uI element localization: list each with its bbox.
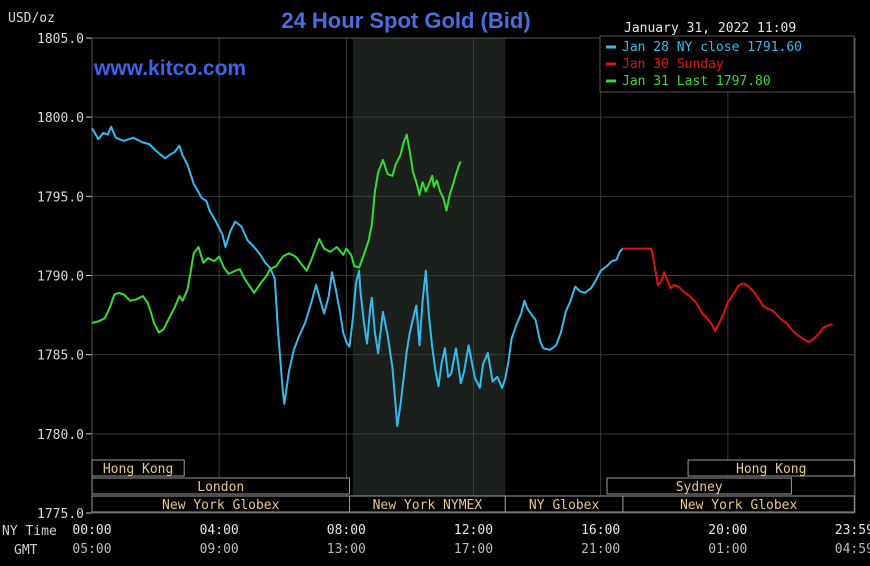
- y-tick-label: 1795.0: [37, 190, 84, 205]
- x-tick-gmt: 01:00: [708, 542, 747, 557]
- x-axis: NY Time GMT 00:00 04:00 08:00 12:00 16:00 20:…: [2, 523, 870, 558]
- session-band-label: NY Globex: [529, 498, 600, 513]
- x-tick-gmt: 13:00: [327, 542, 366, 557]
- jan28-line: [91, 125, 624, 427]
- y-tick-label: 1785.0: [37, 349, 84, 364]
- x-tick-ny: 20:00: [708, 523, 747, 538]
- x-tick-ny: 23:59: [835, 523, 870, 538]
- y-tick-label: 1775.0: [37, 507, 84, 522]
- session-band-label: New York Globex: [680, 498, 798, 513]
- session-band-box: [91, 477, 351, 495]
- x-tick-gmt: 21:00: [581, 542, 620, 557]
- y-tick-label: 1780.0: [37, 428, 84, 443]
- timestamp: January 31, 2022 11:09: [624, 21, 796, 36]
- legend-jan28-label: Jan 28 NY close 1791.60: [622, 40, 802, 55]
- jan31-line: [91, 133, 462, 334]
- x-tick-gmt: 09:00: [200, 542, 239, 557]
- session-band-box: [622, 495, 855, 513]
- session-band-label: New York Globex: [162, 498, 280, 513]
- x-tick-ny: 12:00: [454, 523, 493, 538]
- session-band-label: Hong Kong: [103, 462, 173, 477]
- chart-title: 24 Hour Spot Gold (Bid): [281, 8, 530, 33]
- x-tick-ny: 08:00: [327, 523, 366, 538]
- x-tick-gmt: 17:00: [454, 542, 493, 557]
- watermark-text: www.kitco.com: [93, 57, 246, 80]
- gmt-row-label: GMT: [14, 543, 38, 558]
- session-band-label: London: [197, 480, 244, 495]
- y-tick-label: 1790.0: [37, 270, 84, 285]
- jan30-line: [622, 247, 833, 343]
- plot-frame: [91, 37, 856, 514]
- session-band-box: [91, 459, 185, 477]
- y-tick-label: 1805.0: [37, 32, 84, 47]
- x-tick-ny: 16:00: [581, 523, 620, 538]
- session-band-label: Hong Kong: [736, 462, 806, 477]
- y-tick-label: 1800.0: [37, 111, 84, 126]
- ny-time-row-label: NY Time: [2, 524, 57, 539]
- legend-jan31-label: Jan 31 Last 1797.80: [622, 74, 771, 89]
- x-tick-gmt: 05:00: [72, 542, 111, 557]
- units-label: USD/oz: [8, 11, 55, 26]
- legend: Jan 28 NY close 1791.60 Jan 30 Sunday Jan …: [599, 35, 855, 93]
- session-bands: Hong Kong Hong Kong London Sydney New York G…: [91, 459, 855, 513]
- plot-area: 1805.0 1800.0 1795.0 1790.0 1785.0 1780.0 1775…: [37, 32, 856, 522]
- x-tick-ny: 00:00: [72, 523, 111, 538]
- x-tick-gmt: 04:59: [835, 542, 870, 557]
- session-band-box: [606, 477, 792, 495]
- x-tick-ny: 04:00: [200, 523, 239, 538]
- session-band-label: Sydney: [676, 480, 723, 495]
- session-band-label: New York NYMEX: [373, 498, 483, 513]
- legend-jan30-label: Jan 30 Sunday: [622, 57, 724, 72]
- legend-box: [599, 35, 855, 93]
- session-band-box: [687, 459, 855, 477]
